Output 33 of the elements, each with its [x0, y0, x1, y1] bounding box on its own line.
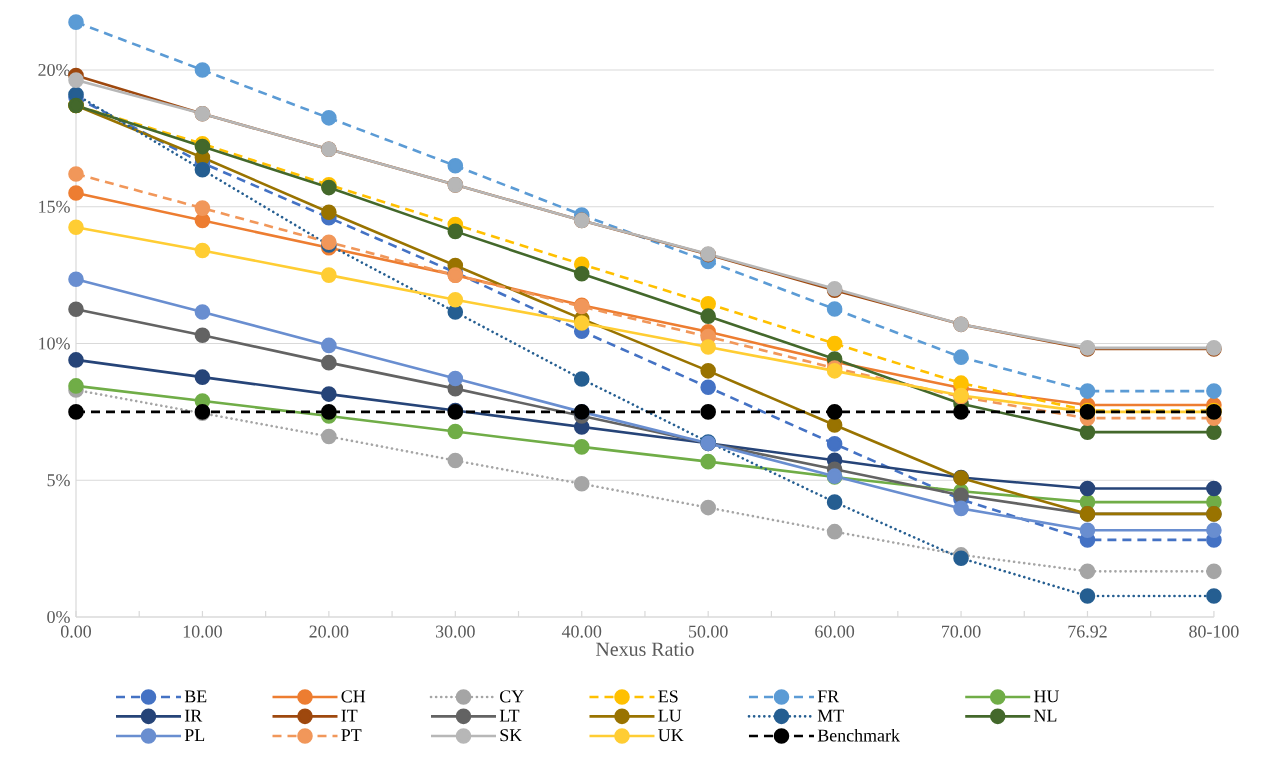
legend-label: BE — [184, 690, 207, 703]
legend-label: FR — [817, 690, 840, 703]
legend-label: PT — [341, 729, 362, 742]
y-tick-label: 10% — [39, 337, 70, 350]
x-tick-label: 70.00 — [942, 625, 981, 638]
x-axis-title: Nexus Ratio — [596, 642, 694, 656]
legend-label: NL — [1034, 709, 1057, 722]
legend-label: LU — [658, 709, 682, 722]
legend-label: IR — [184, 709, 203, 722]
legend-label: HU — [1034, 690, 1060, 703]
legend-label: Benchmark — [817, 728, 900, 742]
legend-label: LT — [499, 709, 520, 722]
x-tick-label: 76.92 — [1068, 625, 1107, 638]
x-tick-label: 50.00 — [689, 625, 728, 638]
legend-label: UK — [658, 729, 684, 742]
x-tick-label: 40.00 — [561, 625, 602, 638]
legend-label: IT — [341, 709, 358, 722]
x-tick-label: 20.00 — [309, 625, 349, 638]
x-tick-label: 0.00 — [61, 625, 92, 638]
x-tick-label: 10.00 — [183, 625, 222, 638]
legend-label: ES — [658, 690, 678, 703]
legend-label: MT — [817, 709, 844, 722]
x-tick-label: 80-100 — [1189, 625, 1239, 638]
x-tick-label: 30.00 — [435, 625, 475, 638]
x-tick-label: 60.00 — [815, 625, 855, 638]
y-tick-label: 20% — [38, 63, 70, 77]
y-tick-label: 15% — [39, 200, 70, 213]
legend-label: PL — [184, 729, 205, 742]
y-tick-label: 0% — [47, 610, 70, 624]
y-tick-label: 5% — [47, 474, 70, 487]
legend-label: CH — [341, 690, 366, 703]
legend-label: SK — [500, 729, 523, 742]
legend-label: CY — [500, 690, 524, 703]
